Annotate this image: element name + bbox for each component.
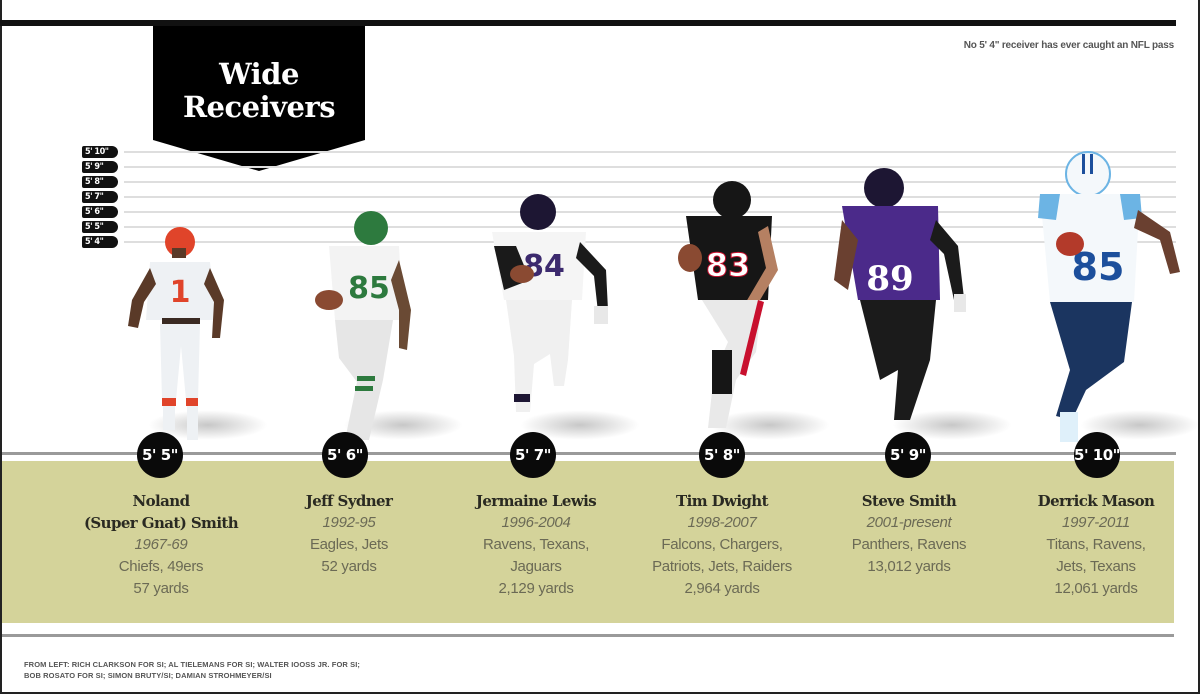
player-years: 2001-present xyxy=(866,514,952,531)
player-photo: 89 xyxy=(834,168,966,420)
player-name: Noland xyxy=(132,492,191,510)
player-yards: 2,129 yards xyxy=(498,580,574,597)
title-banner: Wide Receivers xyxy=(153,26,365,171)
player-info-steve-smith: Steve Smith 2001-present Panthers, Raven… xyxy=(809,490,1009,578)
player-name: Tim Dwight xyxy=(676,492,769,510)
player-info-jeff-sydner: Jeff Sydner 1992-95 Eagles, Jets 52 yard… xyxy=(249,490,449,578)
player-photo: 85 xyxy=(315,211,411,440)
player-teams: Falcons, Chargers, xyxy=(661,536,783,553)
scale-tag: 5' 4" xyxy=(82,236,118,248)
player-yards: 12,061 yards xyxy=(1054,580,1138,597)
player-yards: 52 yards xyxy=(321,558,377,575)
player-name: Steve Smith xyxy=(861,492,957,510)
svg-text:83: 83 xyxy=(706,246,751,284)
height-note: No 5' 4" receiver has ever caught an NFL… xyxy=(963,40,1174,51)
scale-tag: 5' 9" xyxy=(82,161,118,173)
scale-line xyxy=(124,241,1176,243)
player-yards: 2,964 yards xyxy=(684,580,760,597)
player-teams: Eagles, Jets xyxy=(309,536,389,553)
player-yards: 13,012 yards xyxy=(867,558,951,575)
scale-tag: 5' 7" xyxy=(82,191,118,203)
player-figure-jermaine-lewis: 84 xyxy=(460,150,640,460)
player-years: 1997-2011 xyxy=(1062,514,1130,531)
photo-credits: FROM LEFT: RICH CLARKSON FOR SI; AL TIEL… xyxy=(24,659,360,681)
scale-tag: 5' 5" xyxy=(82,221,118,233)
scale-line xyxy=(124,211,1176,213)
player-figure-tim-dwight: 83 xyxy=(650,150,830,460)
player-photo: 85 xyxy=(1038,151,1180,442)
height-badge: 5' 7" xyxy=(510,432,556,478)
player-years: 1998-2007 xyxy=(687,514,757,531)
player-years: 1992-95 xyxy=(322,514,376,531)
player-name: Jeff Sydner xyxy=(305,492,393,510)
svg-text:85: 85 xyxy=(1072,245,1125,289)
credits-line-2: BOB ROSATO FOR SI; SIMON BRUTY/SI; DAMIA… xyxy=(24,671,272,680)
bottom-rule xyxy=(2,634,1174,637)
player-photo: 83 xyxy=(678,181,778,428)
ground-line xyxy=(2,452,1176,455)
player-years: 1996-2004 xyxy=(501,514,571,531)
title-line-1: Wide xyxy=(219,57,299,91)
player-info-jermaine-lewis: Jermaine Lewis 1996-2004 Ravens, Texans,… xyxy=(436,490,636,600)
player-yards: 57 yards xyxy=(133,580,189,597)
svg-text:89: 89 xyxy=(866,259,913,299)
height-badge: 5' 9" xyxy=(885,432,931,478)
top-rule xyxy=(0,20,1176,26)
height-badge: 5' 10" xyxy=(1074,432,1120,478)
height-badge: 5' 8" xyxy=(699,432,745,478)
player-figure-jeff-sydner: 85 xyxy=(283,150,463,460)
player-name: Derrick Mason xyxy=(1037,492,1155,510)
player-figure-derrick-mason: 85 xyxy=(1020,150,1200,460)
player-teams: Panthers, Ravens xyxy=(851,536,967,553)
scale-tag: 5' 6" xyxy=(82,206,118,218)
svg-text:85: 85 xyxy=(348,271,390,306)
player-teams-line-2: Patriots, Jets, Raiders xyxy=(652,558,792,575)
scale-tag: 5' 10" xyxy=(82,146,118,158)
scale-line xyxy=(124,196,1176,198)
player-figure-noland-smith: 1 xyxy=(88,150,268,460)
info-panel xyxy=(2,461,1174,623)
player-name-line-2: (Super Gnat) Smith xyxy=(83,514,239,532)
scale-line xyxy=(124,181,1176,183)
scale-tag: 5' 8" xyxy=(82,176,118,188)
player-info-tim-dwight: Tim Dwight 1998-2007 Falcons, Chargers, … xyxy=(622,490,822,600)
banner-shape xyxy=(153,26,365,171)
player-info-noland-smith: Noland (Super Gnat) Smith 1967-69 Chiefs… xyxy=(61,490,261,600)
scale-line xyxy=(124,166,1176,168)
player-photo: 84 xyxy=(492,194,608,412)
player-teams: Ravens, Texans, xyxy=(482,536,590,553)
title-line-2: Receivers xyxy=(182,90,336,124)
player-teams-line-2: Jaguars xyxy=(510,558,562,575)
height-badge: 5' 6" xyxy=(322,432,368,478)
player-name: Jermaine Lewis xyxy=(475,492,597,510)
player-teams-line-2: Jets, Texans xyxy=(1056,558,1136,575)
scale-line xyxy=(124,226,1176,228)
scale-line xyxy=(124,151,1176,153)
page-title: Wide Receivers xyxy=(153,58,365,124)
player-info-derrick-mason: Derrick Mason 1997-2011 Titans, Ravens, … xyxy=(996,490,1196,600)
credits-line-1: FROM LEFT: RICH CLARKSON FOR SI; AL TIEL… xyxy=(24,660,360,669)
player-photo: 1 xyxy=(128,227,224,440)
svg-text:1: 1 xyxy=(170,275,191,310)
height-badge: 5' 5" xyxy=(137,432,183,478)
player-figure-steve-smith: 89 xyxy=(832,150,1012,460)
player-teams: Titans, Ravens, xyxy=(1046,536,1146,553)
player-years: 1967-69 xyxy=(134,536,188,553)
player-teams: Chiefs, 49ers xyxy=(118,558,204,575)
